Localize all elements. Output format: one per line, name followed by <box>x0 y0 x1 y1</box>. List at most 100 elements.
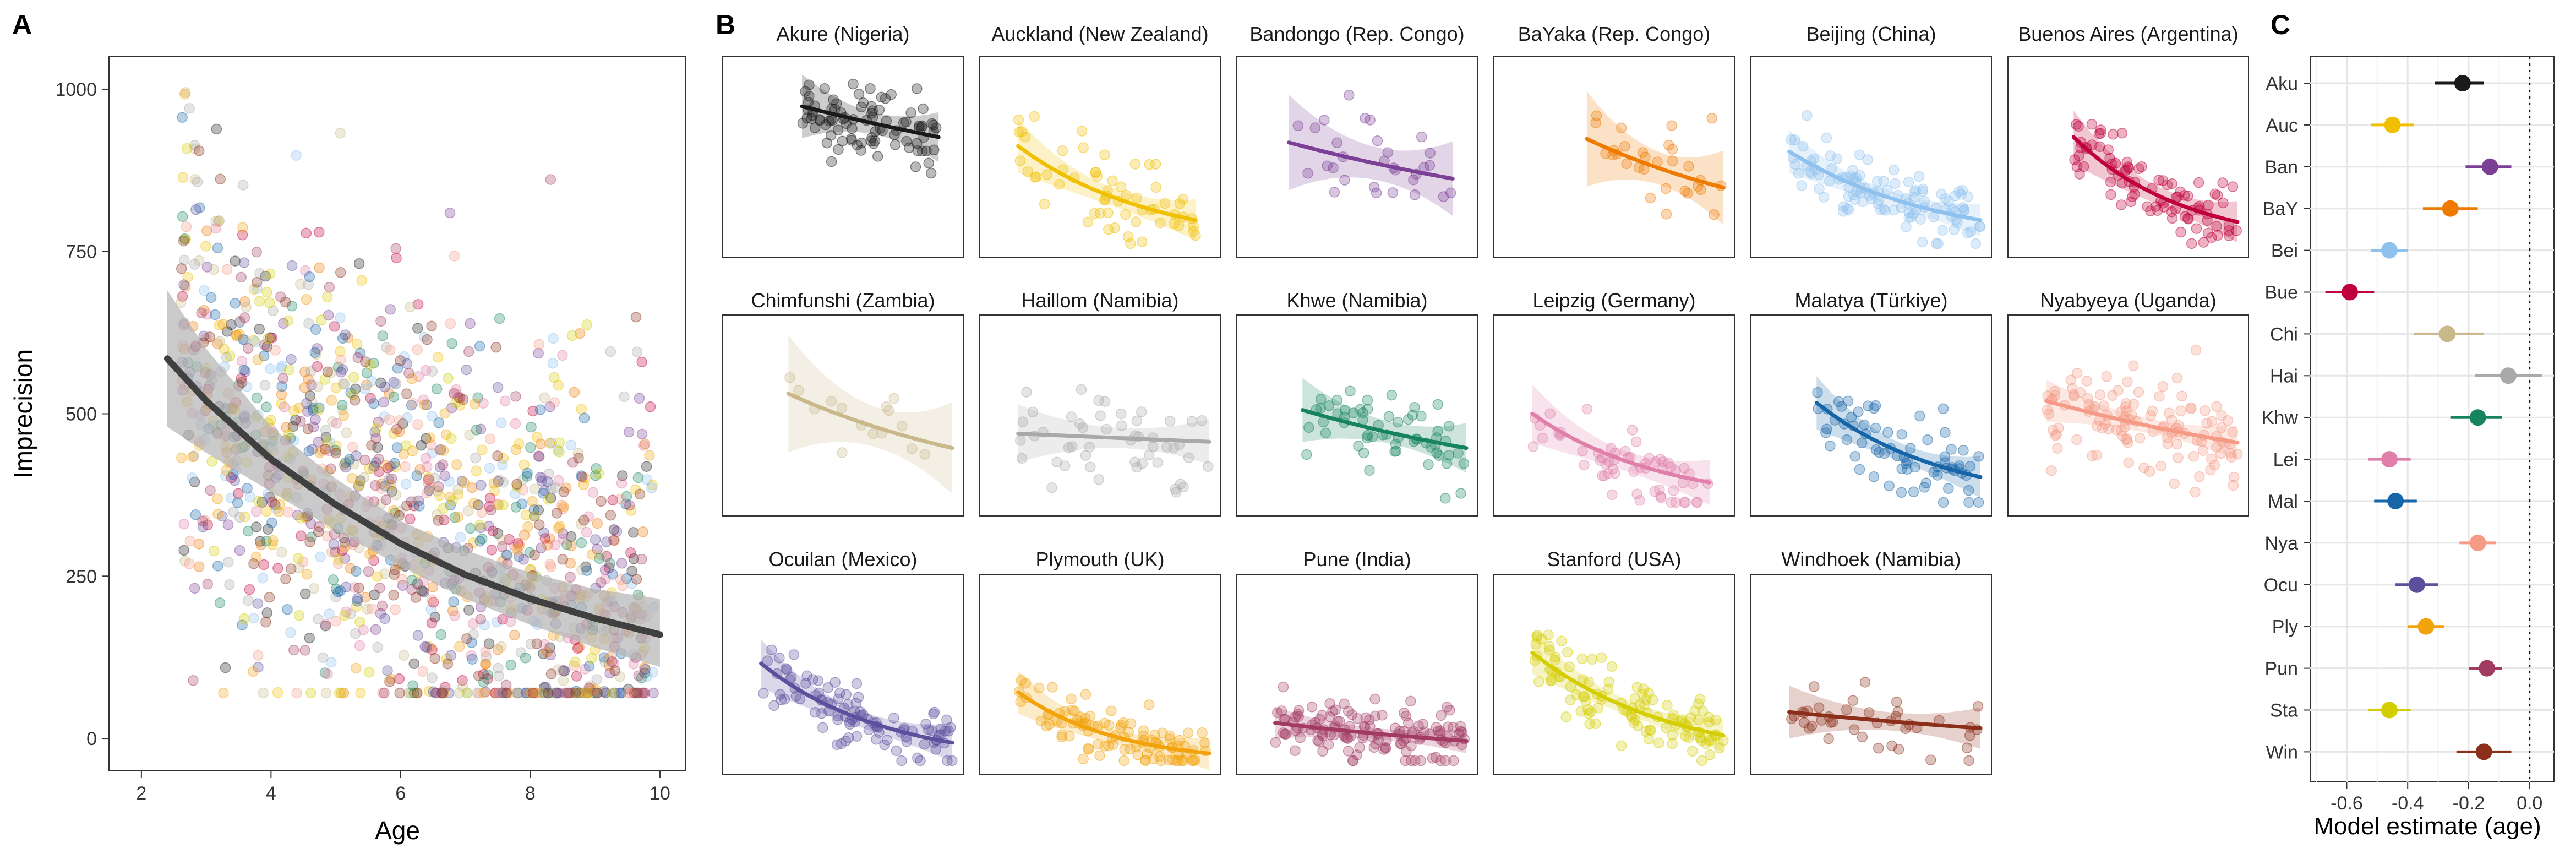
data-point <box>866 132 877 143</box>
data-point <box>408 658 420 670</box>
data-point <box>250 336 261 347</box>
confidence-band <box>1532 384 1710 505</box>
data-point <box>1130 216 1142 227</box>
data-point <box>2191 223 2202 234</box>
data-point <box>1415 755 1426 766</box>
data-point <box>210 223 222 234</box>
data-point <box>353 583 364 594</box>
data-point <box>2154 391 2165 402</box>
data-point <box>599 686 610 697</box>
facet-frame <box>1236 56 1478 258</box>
data-point <box>446 338 457 349</box>
data-point <box>325 367 337 378</box>
data-point <box>546 437 558 449</box>
data-point <box>2121 434 2132 445</box>
data-point <box>526 421 537 433</box>
data-point <box>549 397 560 408</box>
data-point <box>196 307 207 319</box>
data-point <box>408 687 419 699</box>
data-point <box>319 667 331 678</box>
data-point <box>493 499 504 510</box>
data-point <box>646 482 657 493</box>
data-point <box>269 499 281 510</box>
x-tick-label: 2 <box>136 783 146 804</box>
data-point <box>462 687 473 699</box>
data-point <box>321 436 333 447</box>
confidence-band <box>1586 91 1723 225</box>
data-point <box>431 509 443 520</box>
data-point <box>553 523 564 534</box>
data-point <box>2194 471 2205 482</box>
data-point <box>405 687 417 699</box>
data-point <box>336 687 347 699</box>
data-point <box>449 251 460 262</box>
data-point <box>251 392 263 404</box>
data-point <box>2193 177 2204 188</box>
data-point <box>545 561 556 573</box>
data-point <box>419 641 430 653</box>
data-point <box>2186 238 2197 249</box>
data-point <box>1047 682 1058 693</box>
data-point <box>334 687 345 699</box>
data-point <box>394 505 406 517</box>
data-point <box>604 667 615 679</box>
data-point <box>1165 733 1176 744</box>
data-point <box>1101 423 1112 435</box>
data-point <box>192 176 203 188</box>
data-point <box>272 563 283 574</box>
data-point <box>433 515 444 526</box>
data-point <box>364 667 375 678</box>
data-point <box>881 401 892 412</box>
data-point <box>1590 718 1601 730</box>
data-point <box>493 670 504 682</box>
data-point <box>275 363 287 374</box>
data-point <box>1362 430 1373 441</box>
data-point <box>358 472 370 483</box>
data-point <box>1889 204 1900 216</box>
data-point <box>461 633 472 644</box>
data-point <box>370 624 381 635</box>
data-point <box>264 591 275 603</box>
data-point <box>1619 445 1631 457</box>
data-point <box>2136 161 2147 172</box>
data-point <box>1395 738 1407 749</box>
data-point <box>255 539 267 551</box>
data-point <box>1854 464 1865 475</box>
data-point <box>572 643 583 654</box>
data-point <box>492 382 504 393</box>
data-point <box>599 564 611 575</box>
data-point <box>1908 486 1919 498</box>
data-point <box>212 561 223 572</box>
data-point <box>897 421 908 432</box>
data-point <box>1136 236 1148 247</box>
data-point <box>1653 737 1664 748</box>
data-point <box>265 363 276 374</box>
data-point <box>423 686 435 697</box>
data-point <box>1886 740 1897 752</box>
facet-title: Buenos Aires (Argentina) <box>2018 23 2238 45</box>
data-point <box>408 501 419 512</box>
data-point <box>461 364 472 376</box>
data-point <box>639 687 651 699</box>
fit-line <box>1814 401 1983 479</box>
data-point <box>502 550 513 561</box>
data-point <box>2206 453 2217 465</box>
data-point <box>253 496 264 507</box>
data-point <box>866 101 877 112</box>
data-point <box>1556 635 1567 647</box>
data-point <box>463 605 474 616</box>
data-point <box>236 356 248 367</box>
data-point <box>439 514 450 526</box>
data-point <box>241 302 252 313</box>
data-point <box>626 566 637 577</box>
data-point <box>946 755 958 766</box>
data-point <box>1080 689 1091 700</box>
data-point <box>299 645 310 656</box>
data-point <box>377 330 389 341</box>
data-point <box>353 481 364 492</box>
data-point <box>449 512 460 523</box>
data-point <box>413 371 424 382</box>
data-point <box>454 392 466 404</box>
fit-line <box>786 392 954 450</box>
data-point <box>1562 646 1573 658</box>
